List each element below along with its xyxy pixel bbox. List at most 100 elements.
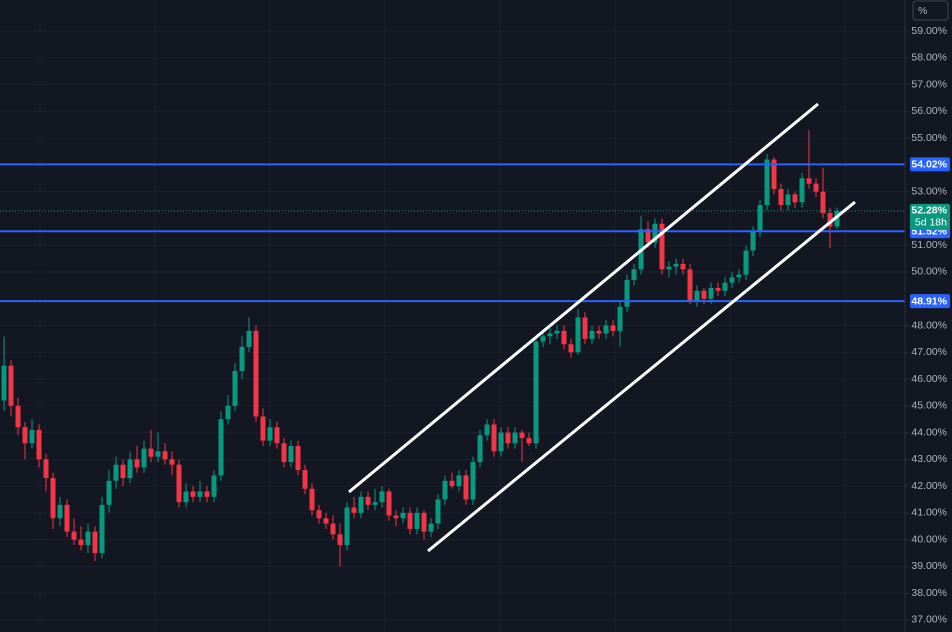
candle-body <box>36 429 42 460</box>
level-label: 54.02% <box>911 159 947 171</box>
candle-body <box>379 491 385 503</box>
price-axis: 37.00% 38.00% 39.00% 40.00% 41.00% 42.00% 43.0… <box>905 25 950 626</box>
candle-body <box>134 459 140 468</box>
candle-body <box>729 277 735 283</box>
y-tick-label: 44.00% <box>911 426 947 438</box>
candle-body <box>155 451 161 457</box>
candle-body <box>456 475 462 487</box>
candle-body <box>281 443 287 463</box>
y-tick-label: 46.00% <box>911 373 947 385</box>
candle-body <box>568 344 574 353</box>
level-label: 48.91% <box>911 295 947 307</box>
y-tick-label: 48.00% <box>911 319 947 331</box>
candle-body <box>99 504 105 554</box>
candle-body <box>29 429 35 444</box>
candle-body <box>218 419 224 476</box>
candle-body <box>176 464 182 503</box>
y-tick-label: 58.00% <box>911 52 947 64</box>
candle-body <box>666 266 672 270</box>
candle-body <box>694 290 700 302</box>
candle-body <box>505 432 511 444</box>
candle-body <box>169 459 175 465</box>
candle-body <box>722 282 728 291</box>
candle-body <box>43 459 49 479</box>
candle-body <box>596 330 602 334</box>
trend-lines <box>348 102 856 553</box>
y-tick-label: 41.00% <box>911 507 947 519</box>
candle-body <box>743 250 749 275</box>
candle-body <box>274 427 280 444</box>
candle-body <box>757 205 763 232</box>
candle-body <box>806 178 812 184</box>
candle-body <box>239 346 245 372</box>
y-tick-label: 45.00% <box>911 400 947 412</box>
candle-body <box>645 229 651 243</box>
countdown-label: 5d 18h <box>915 217 947 229</box>
candle-body <box>260 416 266 441</box>
y-tick-label: 56.00% <box>911 105 947 117</box>
candle-body <box>365 496 371 505</box>
candle-body <box>533 341 539 444</box>
trend-line-upper <box>348 102 819 494</box>
candle-body <box>183 491 189 503</box>
candle-body <box>15 405 21 428</box>
candle-body <box>330 523 336 535</box>
y-tick-label: 57.00% <box>911 78 947 90</box>
y-tick-label: 40.00% <box>911 533 947 545</box>
y-tick-label: 51.00% <box>911 239 947 251</box>
candle-body <box>309 488 315 511</box>
candle-body <box>316 510 322 519</box>
candle-body <box>407 512 413 529</box>
unit-label: % <box>918 5 927 17</box>
candle-body <box>575 317 581 353</box>
candle-body <box>589 330 595 339</box>
last-price-box <box>910 203 950 230</box>
y-tick-label: 59.00% <box>911 25 947 37</box>
candle-body <box>701 290 707 299</box>
candle-body <box>85 531 91 546</box>
candle-body <box>680 263 686 270</box>
candle-body <box>358 496 364 513</box>
candle-body <box>659 223 665 270</box>
unit-box[interactable] <box>912 0 949 21</box>
last-price-label: 52.28% <box>911 205 947 217</box>
y-tick-label: 37.00% <box>911 614 947 626</box>
candle-body <box>771 159 777 189</box>
candle-body <box>610 325 616 331</box>
candle-body <box>246 330 252 347</box>
candle-body <box>463 475 469 500</box>
candle-body <box>603 325 609 334</box>
level-label-box <box>910 157 950 172</box>
candle-body <box>470 462 476 500</box>
candle-body <box>561 330 567 345</box>
candle-body <box>232 371 238 406</box>
candle-body <box>813 183 819 192</box>
y-tick-label: 38.00% <box>911 587 947 599</box>
candle-body <box>673 263 679 267</box>
candle-body <box>512 432 518 444</box>
candle-body <box>477 435 483 463</box>
candle-body <box>421 512 427 532</box>
candle-body <box>708 288 714 299</box>
candle-body <box>631 269 637 280</box>
candle-body <box>764 159 770 206</box>
candle-body <box>372 502 378 505</box>
trend-line-lower <box>427 200 856 553</box>
candle-body <box>92 531 98 554</box>
candle-body <box>1 365 7 401</box>
candle-body <box>820 191 826 214</box>
candle-body <box>204 491 210 497</box>
candle-body <box>449 480 455 487</box>
candle-body <box>785 194 791 206</box>
y-tick-label: 39.00% <box>911 560 947 572</box>
candle-body <box>78 539 84 546</box>
y-tick-label: 55.00% <box>911 132 947 144</box>
candle-body <box>834 210 840 227</box>
candle-body <box>428 523 434 532</box>
y-tick-label: 47.00% <box>911 346 947 358</box>
candle-body <box>386 491 392 516</box>
candle-body <box>148 448 154 457</box>
y-tick-label: 43.00% <box>911 453 947 465</box>
